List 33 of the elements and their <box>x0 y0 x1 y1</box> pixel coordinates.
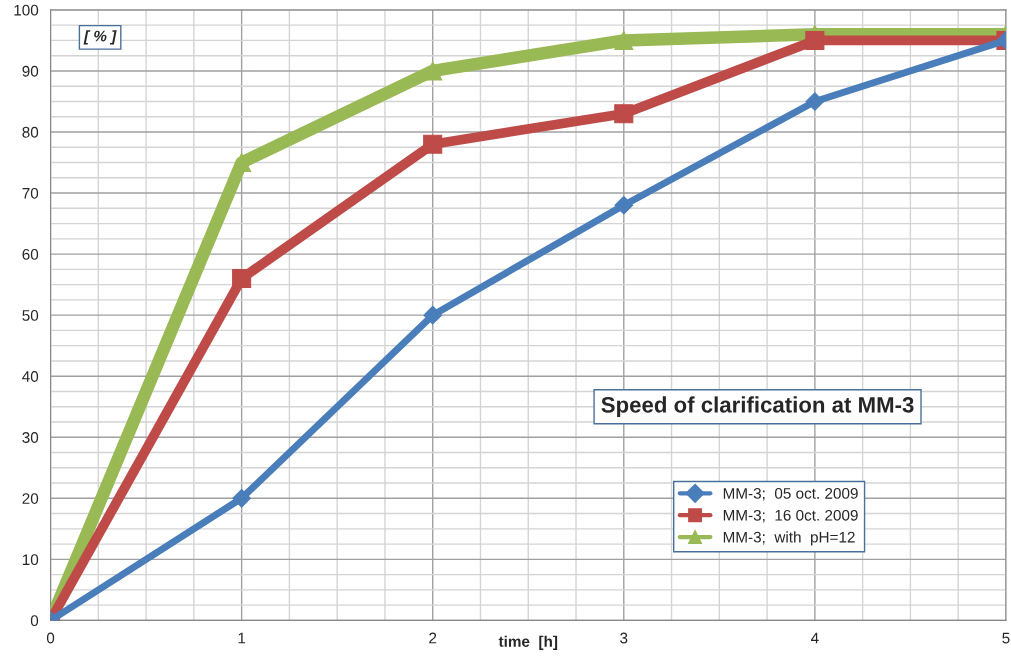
x-tick-label: 4 <box>810 632 819 644</box>
point <box>232 488 251 508</box>
point <box>423 305 443 325</box>
x-tick-label: 5 <box>1002 632 1010 644</box>
legend-label: MM-3; 16 0ct. 2009 <box>723 509 858 523</box>
point <box>614 195 634 215</box>
y-tick-label: 50 <box>22 310 39 321</box>
x-tick-label: 2 <box>429 632 437 644</box>
point <box>423 61 443 81</box>
point <box>423 134 443 154</box>
text: Speed of clarification at MM-3 <box>601 396 914 418</box>
y-tick-label: 0 <box>30 615 39 627</box>
point <box>805 30 825 50</box>
y-tick-label: 10 <box>22 554 39 566</box>
legend-label: MM-3; with pH=12 <box>723 531 855 546</box>
x-tick-label: 1 <box>238 632 246 644</box>
legend-label: MM-3; 05 oct. 2009 <box>723 488 858 501</box>
y-tick-label: 30 <box>22 432 39 443</box>
y-tick-label: 100 <box>14 4 39 16</box>
point <box>614 30 634 50</box>
x-axis-title: time [h] <box>498 635 558 650</box>
x-tick-label: 3 <box>620 632 628 644</box>
y-tick-label: 60 <box>22 248 39 260</box>
point <box>805 92 825 111</box>
x-tick-label: 0 <box>46 632 55 644</box>
y-axis-title: [ % ] <box>83 30 117 45</box>
y-tick-label: 80 <box>22 126 39 138</box>
y-tick-label: 40 <box>22 371 39 382</box>
point <box>232 268 252 289</box>
point <box>614 104 634 124</box>
y-tick-label: 20 <box>22 493 39 504</box>
y-tick-label: 70 <box>22 187 39 199</box>
y-tick-label: 90 <box>22 65 39 77</box>
